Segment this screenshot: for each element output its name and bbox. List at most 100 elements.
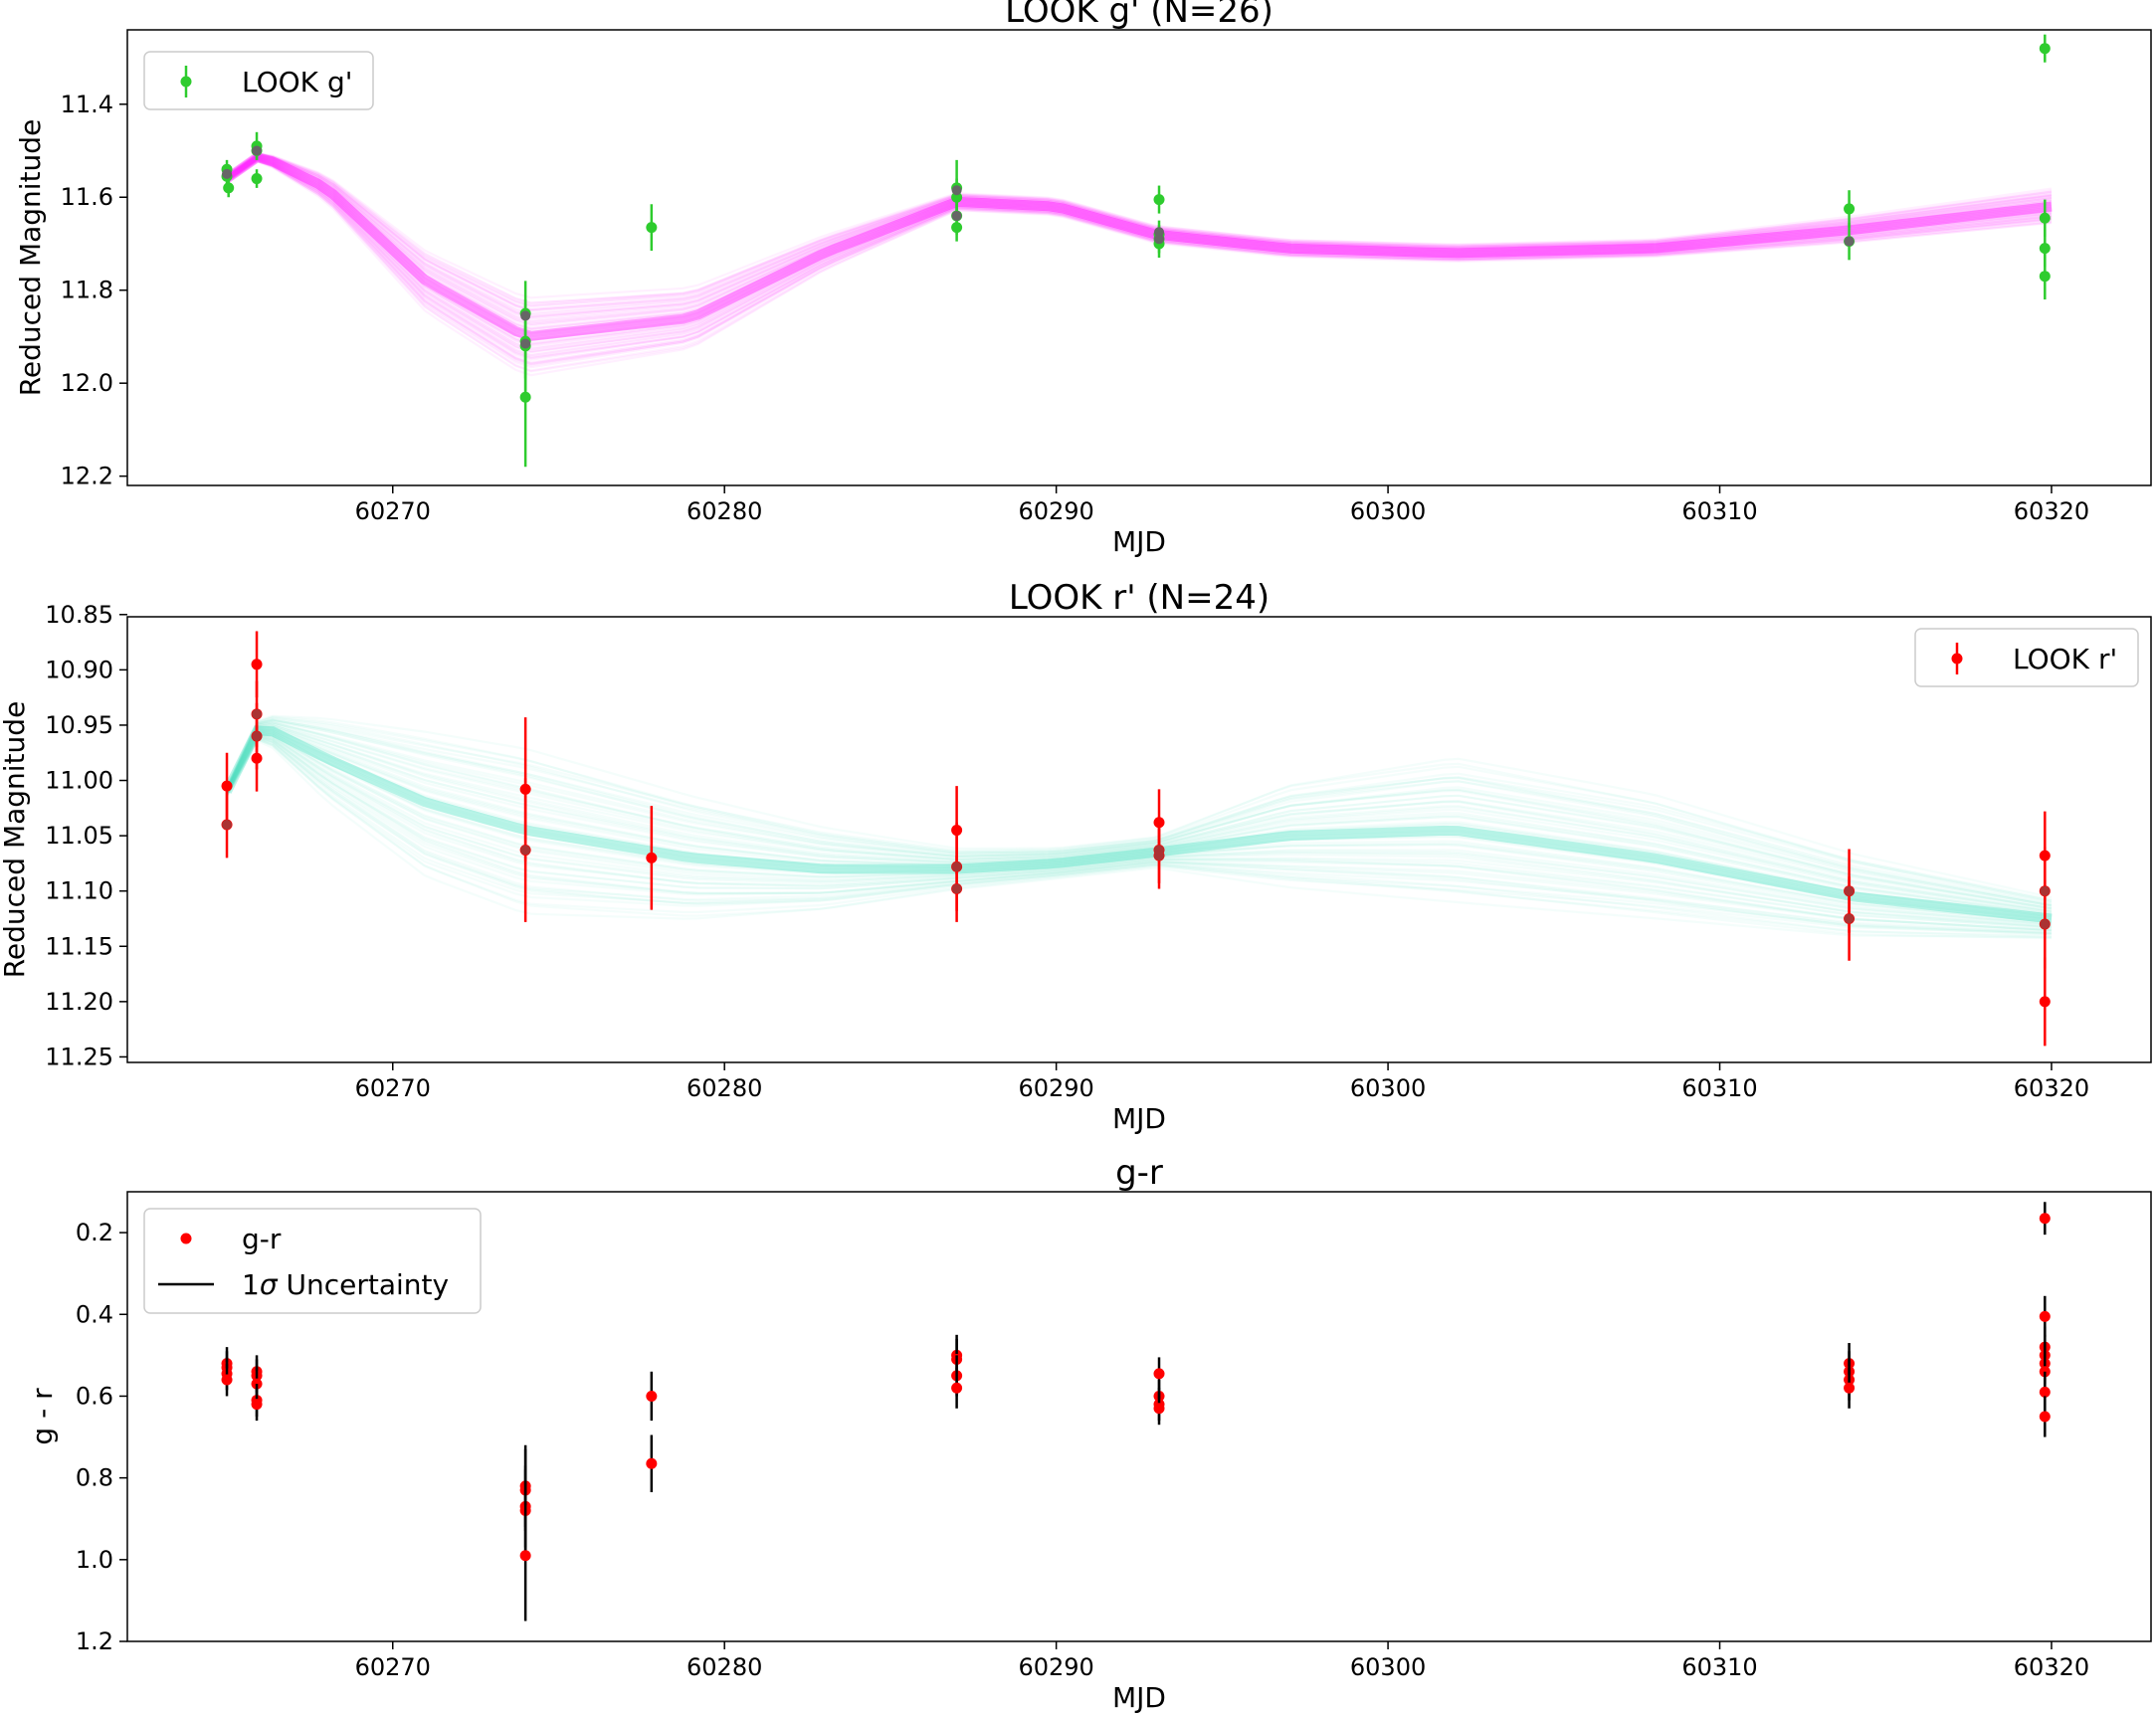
model-trace [226, 735, 2053, 936]
x-tick-label: 60290 [1018, 1653, 1093, 1681]
model-trace [226, 734, 2053, 927]
legend-marker [180, 1233, 192, 1244]
overlap-point [1844, 885, 1855, 896]
chart-panel-1: 60270 60280 60290 60300 60310 60320 11.4 11.6 11… [14, 0, 2152, 558]
x-tick-label: 60310 [1681, 1653, 1757, 1681]
y-tick-label: 11.20 [45, 988, 113, 1016]
y-tick-label: 11.4 [61, 91, 113, 118]
model-trace [226, 152, 2053, 312]
overlap-point [1844, 236, 1855, 247]
model-trace [226, 159, 2053, 367]
model-trace [226, 718, 2053, 910]
data-point [646, 222, 658, 234]
model-trace [226, 158, 2053, 365]
model-trace [226, 155, 2053, 329]
model-trace [226, 732, 2053, 929]
model-trace [226, 724, 2053, 914]
data-point [951, 1382, 963, 1394]
data-point [519, 1550, 531, 1562]
chart-title: g-r [1115, 1153, 1163, 1193]
y-tick-label: 11.00 [45, 767, 113, 795]
y-tick-label: 11.15 [45, 932, 113, 960]
model-trace [226, 158, 2053, 361]
model-trace [226, 154, 2053, 322]
model-trace [226, 729, 2053, 921]
model-trace [226, 737, 2053, 934]
model-trace [226, 152, 2053, 307]
model-trace [226, 154, 2053, 324]
model-trace [226, 158, 2053, 366]
overlap-point [252, 731, 263, 742]
model-trace [226, 157, 2053, 354]
data-point [221, 780, 233, 792]
x-tick-label: 60320 [2014, 1074, 2089, 1102]
legend-box [1914, 628, 2139, 687]
model-trace [226, 157, 2053, 351]
overlap-point [1154, 234, 1165, 245]
y-tick-label: 11.25 [45, 1043, 113, 1070]
model-trace [226, 159, 2053, 372]
model-trace [226, 153, 2053, 315]
data-layer [221, 631, 2051, 1047]
data-point [2039, 1411, 2051, 1423]
data-layer [221, 34, 2051, 468]
model-trace [226, 719, 2053, 906]
x-tick-label: 60300 [1350, 497, 1426, 525]
data-point [251, 659, 263, 670]
y-tick-label: 11.6 [61, 183, 113, 211]
overlap-point [520, 338, 531, 349]
model-trace [226, 154, 2053, 323]
data-point [646, 1457, 658, 1469]
y-axis-label: Reduced Magnitude [0, 701, 31, 979]
y-tick-label: 10.95 [45, 711, 113, 739]
overlap-point [2040, 885, 2051, 896]
model-trace [226, 733, 2053, 932]
model-trace [226, 725, 2053, 912]
model-trace [226, 152, 2053, 311]
model-trace [226, 730, 2053, 922]
model-trace [226, 158, 2053, 364]
model-trace [226, 735, 2053, 937]
model-trace [226, 156, 2053, 341]
y-tick-label: 11.8 [61, 277, 113, 304]
model-trace [226, 718, 2053, 907]
legend: LOOK r' [1914, 628, 2139, 687]
model-trace [226, 158, 2053, 357]
data-point [646, 1390, 658, 1402]
y-tick-label: 1.0 [76, 1546, 113, 1574]
data-point [2039, 1213, 2051, 1225]
y-tick-label: 0.4 [76, 1300, 113, 1328]
data-point [1844, 1382, 1856, 1394]
model-trace [226, 716, 2053, 901]
model-trace [226, 157, 2053, 349]
data-point [1153, 1368, 1165, 1380]
model-trace [226, 156, 2053, 342]
overlap-point [1844, 913, 1855, 924]
overlap-point [1154, 227, 1165, 238]
model-trace [226, 160, 2053, 377]
model-trace [226, 728, 2053, 918]
model-trace [226, 728, 2053, 919]
model-trace [226, 156, 2053, 347]
model-trace [226, 157, 2053, 353]
axes-frame [126, 616, 2152, 1063]
overlap-point [951, 185, 962, 196]
model-trace [226, 152, 2053, 306]
y-axis-label: Reduced Magnitude [14, 119, 47, 397]
model-trace [226, 731, 2053, 923]
model-trace [226, 154, 2053, 320]
legend-box [143, 1208, 482, 1314]
x-tick-label: 60270 [355, 497, 431, 525]
legend-box [143, 51, 374, 110]
model-trace [226, 720, 2053, 910]
x-tick-label: 60310 [1681, 1074, 1757, 1102]
x-tick-label: 60280 [686, 1074, 762, 1102]
x-axis-label: MJD [1112, 525, 1166, 558]
x-tick-label: 60310 [1681, 497, 1757, 525]
model-trace [226, 727, 2053, 917]
overlap-point [222, 168, 233, 179]
model-trace [226, 156, 2053, 345]
model-trace [226, 155, 2053, 331]
model-trace [226, 155, 2053, 335]
